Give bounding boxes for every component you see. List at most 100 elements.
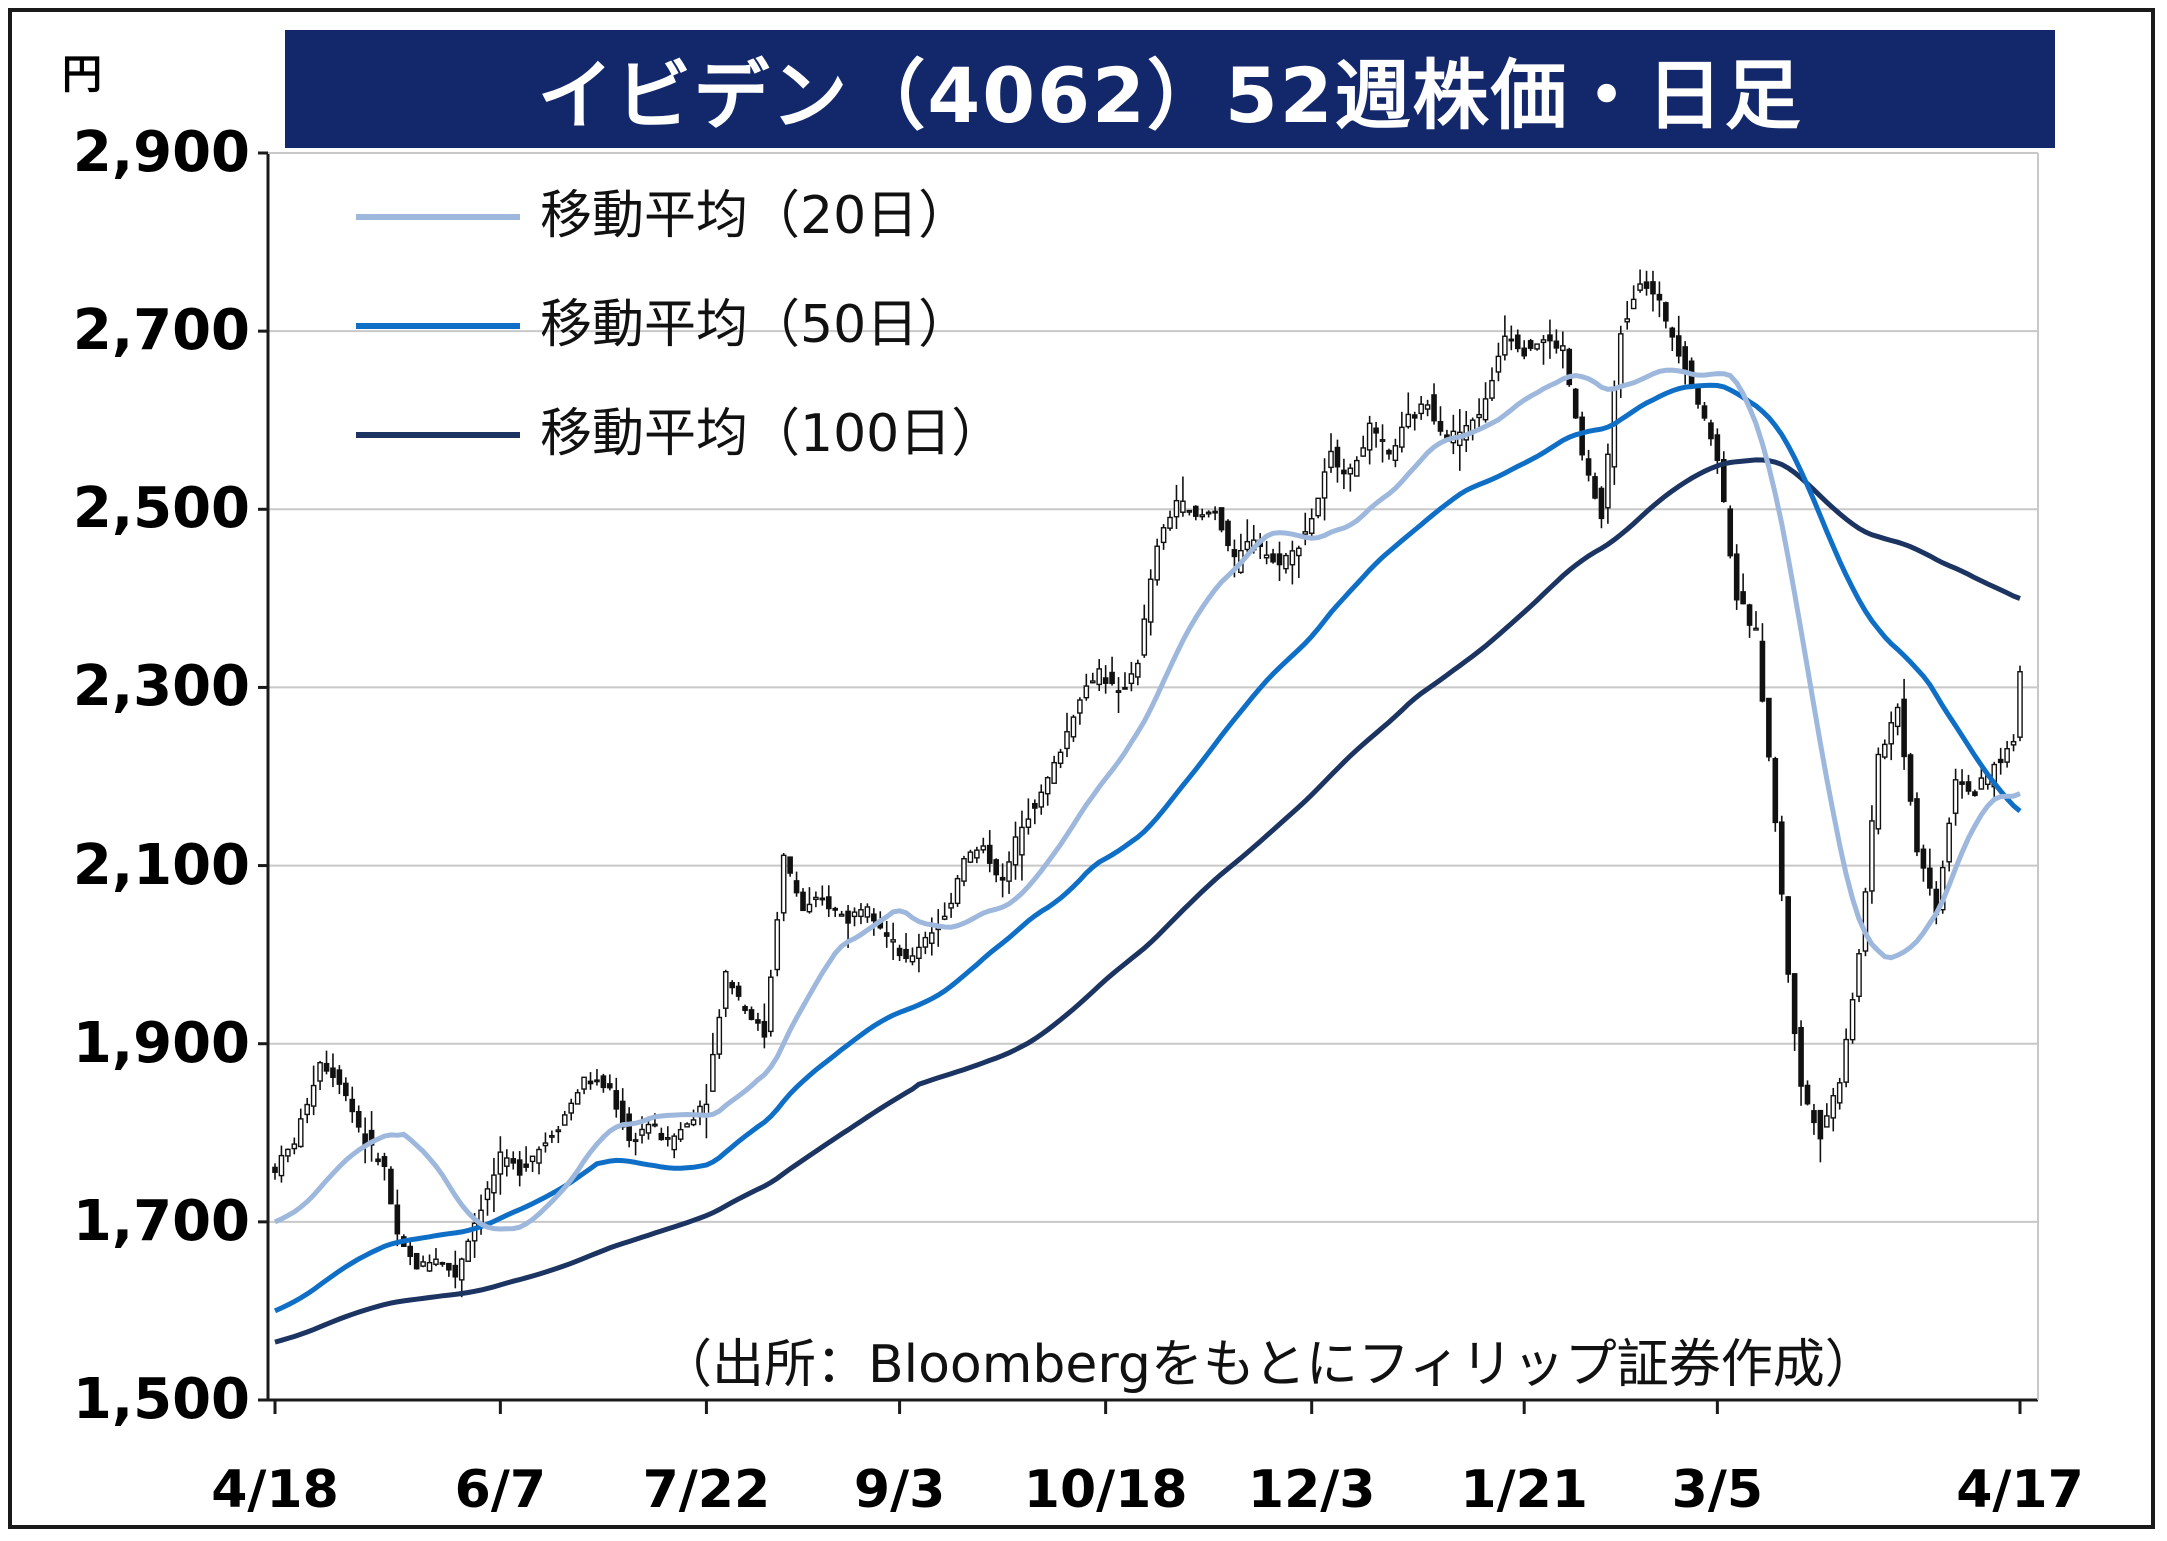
candle-body [413,1252,420,1270]
candle-body [1077,699,1083,714]
candle-body [1411,414,1418,419]
candle-body [471,1222,478,1242]
candle-body [1843,1038,1849,1083]
candle-body [1521,347,1527,357]
candle-body [1212,510,1218,514]
candle-body [1135,662,1141,678]
candle-body [607,1083,613,1089]
candle-body [748,1009,755,1021]
candle-body [491,1174,497,1194]
candle-body [1946,822,1952,863]
candle-body [793,880,800,894]
candle-body [355,1110,362,1128]
candle-body [819,897,826,901]
candle-body [1225,520,1231,547]
candle-body [1379,439,1386,442]
candle-body [1070,716,1077,738]
candle-body [1296,547,1302,557]
candle-body [1869,820,1875,892]
candle-body [310,1084,317,1107]
candle-body [1875,753,1882,830]
source-note: （出所：Bloombergをもとにフィリップ証券作成） [660,1335,1877,1395]
candle-body [1205,511,1212,515]
candle-body [1308,518,1315,534]
candle-body [420,1261,426,1267]
candle-body [1128,673,1135,685]
candle-body [1540,339,1547,344]
candle-body [568,1102,574,1114]
candle-body [1038,791,1045,808]
candle-body [1392,445,1399,461]
candle-body [1154,545,1160,581]
candle-body [1849,999,1856,1041]
candle-body [394,1204,401,1235]
candle-body [2010,740,2017,746]
candle-body [722,971,729,1009]
candle-body [710,1053,716,1092]
candle-body [1109,671,1115,685]
candle-body [1560,345,1566,352]
candle-body [800,891,806,912]
candle-body [806,903,813,913]
y-axis-unit-label: 円 [62,52,102,98]
candle-body [1972,791,1978,797]
candle-body [626,1113,632,1142]
candle-body [1894,706,1901,728]
candle-body [684,1123,690,1128]
x-tick-label: 4/18 [211,1460,339,1520]
candle-body [1733,553,1740,601]
candle-body [1218,507,1225,531]
candle-body [1547,334,1553,342]
candle-body [439,1261,446,1265]
candle-body [1495,355,1502,373]
candle-body [1997,758,2004,764]
candle-body [1032,802,1038,809]
candle-body [1418,403,1424,415]
candle-body [297,1118,304,1148]
candle-body [1727,508,1734,557]
axes [258,151,2039,1414]
candle-body [349,1098,356,1113]
candle-body [832,907,839,911]
candle-body [336,1069,343,1085]
candle-body [825,896,832,910]
candle-body [1643,281,1650,289]
candle-body [1753,627,1759,631]
candle-body [581,1076,587,1090]
candle-body [1289,550,1296,566]
y-tick-label: 1,900 [72,1010,250,1076]
candle-body [1167,516,1173,529]
candle-body [1431,394,1437,422]
candle-body [1830,1095,1837,1119]
gridlines [268,152,2038,1223]
candle-body [1064,731,1070,750]
candle-body [768,976,774,1033]
candle-body [980,845,987,851]
candle-body [1057,751,1064,764]
candle-body [1341,469,1347,475]
candle-body [1701,405,1708,419]
candle-body [465,1240,471,1262]
candle-body [890,939,896,943]
candle-body [1785,896,1791,975]
x-tick-label: 6/7 [454,1460,547,1520]
candle-body [1952,779,1959,814]
candle-body [542,1142,549,1147]
candle-body [1231,549,1238,558]
candle-body [272,1166,278,1173]
candle-body [285,1148,291,1157]
candle-body [703,1103,710,1115]
candle-body [974,849,980,859]
candle-body [1927,867,1933,889]
candle-body [446,1262,452,1271]
candle-body [1572,388,1579,419]
candle-body [1147,578,1154,623]
candle-body [1804,1084,1811,1105]
candle-body [574,1092,581,1105]
candle-body [1508,338,1515,342]
legend-label-ma20: 移動平均（20日） [540,186,971,246]
candle-body [1437,421,1444,432]
candle-body [1663,302,1669,322]
candle-body [1096,668,1103,686]
